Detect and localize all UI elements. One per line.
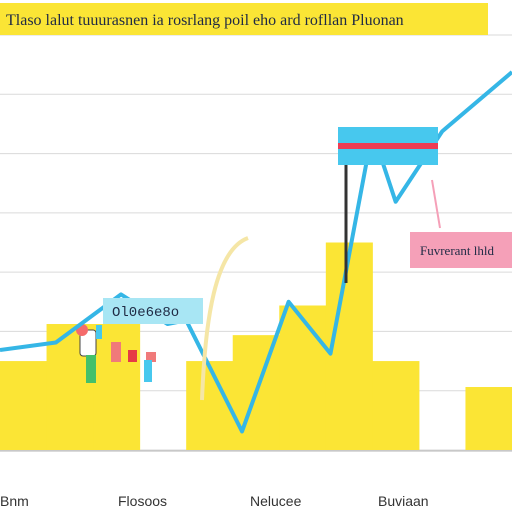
title-text: Tlaso lalut tuuurasnen ia rosrlang poil … bbox=[6, 12, 404, 29]
flag-icon bbox=[338, 127, 438, 283]
x-tick-label-0: Bnm bbox=[0, 493, 29, 509]
x-axis-labels: Bnm Flosoos Nelucee Buviaan bbox=[0, 493, 429, 509]
callout-right-background bbox=[410, 232, 512, 268]
bar-c9 bbox=[372, 361, 420, 450]
callout-left-text: Ol0e6e8o bbox=[112, 305, 179, 321]
x-tick-label-1: Flosoos bbox=[118, 493, 167, 509]
callout-right: Fuvrerant lhld bbox=[410, 232, 512, 268]
bar-c1 bbox=[0, 361, 48, 450]
bottle-icon bbox=[111, 342, 156, 382]
x-tick-label-2: Nelucee bbox=[250, 493, 302, 509]
bar-series bbox=[0, 242, 512, 450]
callout-right-text: Fuvrerant lhld bbox=[420, 243, 495, 258]
title-background bbox=[0, 3, 488, 35]
bar-c5 bbox=[186, 361, 234, 450]
figure-group bbox=[76, 324, 156, 383]
pointer-line bbox=[431, 179, 441, 229]
curve-decoration bbox=[200, 236, 249, 401]
x-tick-label-3: Buviaan bbox=[378, 493, 429, 509]
figure-icon bbox=[76, 324, 102, 383]
bar-c7 bbox=[279, 305, 327, 450]
callout-left-background bbox=[103, 298, 203, 324]
chart-title: Tlaso lalut tuuurasnen ia rosrlang poil … bbox=[0, 3, 488, 35]
bar-c11 bbox=[465, 387, 512, 450]
callout-left: Ol0e6e8o bbox=[103, 298, 203, 324]
